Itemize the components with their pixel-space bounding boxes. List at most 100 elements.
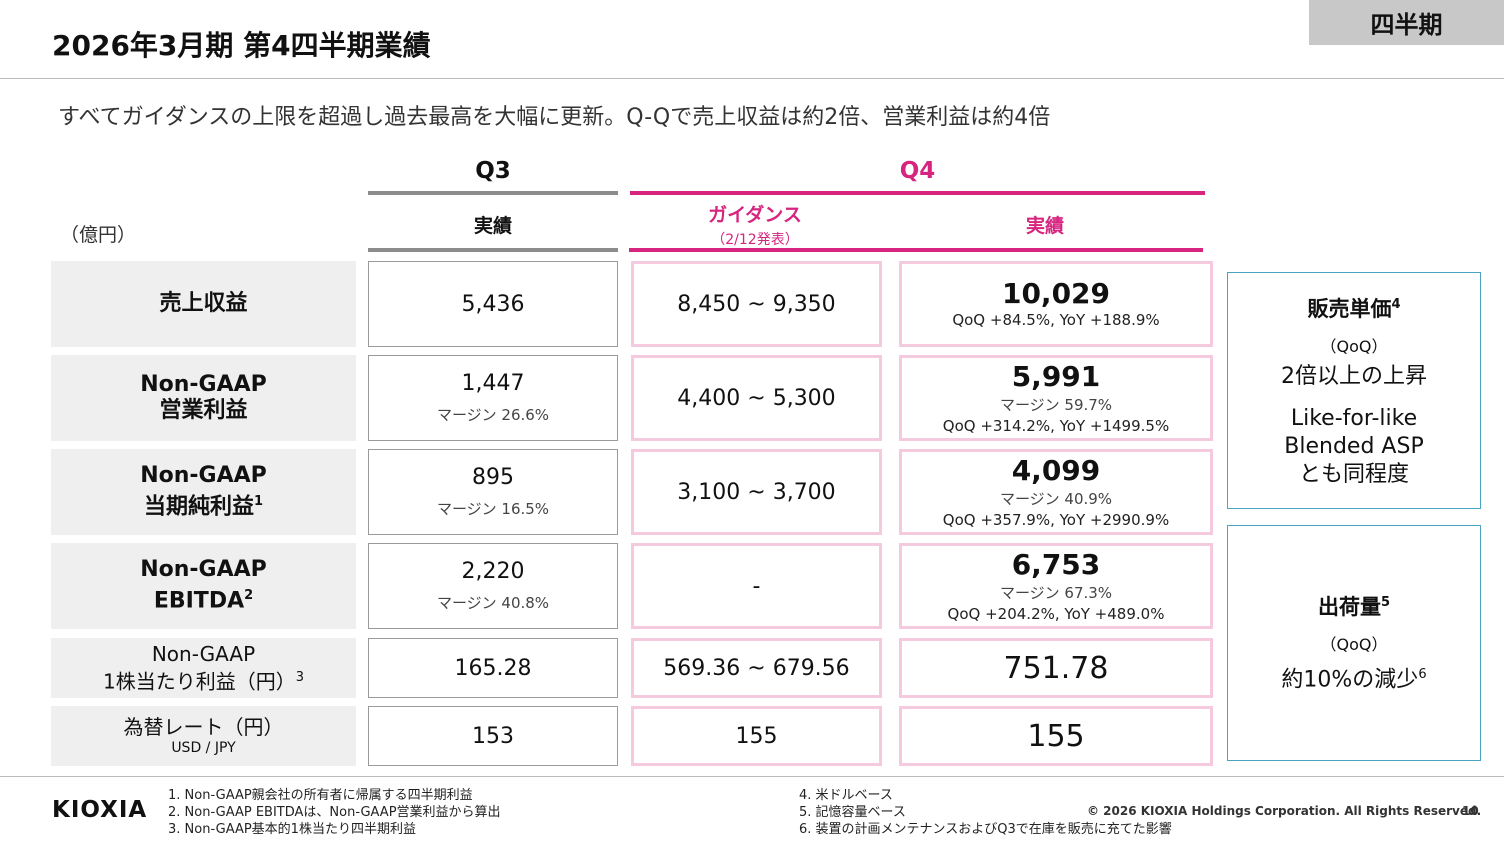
q4-header: Q4 <box>899 158 936 184</box>
row-label: Non-GAAP 営業利益 <box>51 355 356 441</box>
margin: マージン 67.3% <box>999 583 1113 602</box>
box-line: 2倍以上の上昇 <box>1281 363 1427 389</box>
guidance-cell: 155 <box>631 706 882 766</box>
text: Non-GAAP <box>140 463 267 489</box>
footnote: 5. 記憶容量ベース <box>799 805 906 820</box>
text: Non-GAAP <box>151 642 256 667</box>
q4-cell: 10,029 QoQ +84.5%, YoY +188.9% <box>899 261 1213 347</box>
q3-header: Q3 <box>475 158 511 184</box>
label-note: USD / JPY <box>171 740 236 756</box>
margin: マージン 40.8% <box>436 594 550 612</box>
label-line: Non-GAAP <box>140 372 267 398</box>
footnote-ref: 6 <box>1418 667 1427 683</box>
value: 2,220 <box>461 559 525 584</box>
box-line: 約10%の減少6 <box>1281 661 1426 694</box>
growth: QoQ +357.9%, YoY +2990.9% <box>942 510 1170 529</box>
q4-cell: 751.78 <box>899 638 1213 698</box>
footnote: 3. Non-GAAP基本的1株当たり四半期利益 <box>168 822 416 837</box>
label-line: 営業利益 <box>159 398 247 424</box>
text: 当期純利益 <box>143 494 254 520</box>
logo: KIOXIA <box>52 797 148 823</box>
value: 153 <box>472 723 514 749</box>
text: 販売単価 <box>1307 296 1392 321</box>
footer-rule <box>0 776 1504 777</box>
footnotes: 4. 米ドルベース 5. 記憶容量ベース 6. 装置の計画メンテナンスおよびQ3… <box>799 787 1172 838</box>
guidance-note: （2/12発表） <box>711 232 799 248</box>
value: 3,100 ~ 3,700 <box>677 479 836 505</box>
text: 為替レート（円） <box>123 715 284 739</box>
subtitle: すべてガイダンスの上限を超過し過去最高を大幅に更新。Q-Qで売上収益は約2倍、営… <box>58 105 1051 130</box>
value: 895 <box>472 465 514 490</box>
margin: マージン 59.7% <box>999 395 1113 414</box>
value: 4,400 ~ 5,300 <box>677 385 836 411</box>
value: 155 <box>735 723 778 749</box>
growth: QoQ +314.2%, YoY +1499.5% <box>942 416 1170 435</box>
margin: マージン 40.9% <box>999 489 1113 508</box>
footnote-ref: 4 <box>1391 296 1401 312</box>
footnote: 6. 装置の計画メンテナンスおよびQ3で在庫を販売に充てた影響 <box>799 822 1172 837</box>
q4-actual-header: 実績 <box>1025 215 1064 237</box>
header-rule <box>0 78 1504 79</box>
value: - <box>752 573 761 599</box>
text: 営業利益 <box>159 398 248 423</box>
shipment-box: 出荷量5 （QoQ） 約10%の減少6 <box>1227 525 1481 761</box>
row-label: Non-GAAP EBITDA2 <box>51 543 356 629</box>
label-line: 1株当たり利益（円）3 <box>103 666 304 694</box>
row-label: Non-GAAP 1株当たり利益（円）3 <box>51 638 356 698</box>
value: 8,450 ~ 9,350 <box>677 291 836 317</box>
value: 1,447 <box>461 371 525 396</box>
title: 2026年3月期 第4四半期業績 <box>52 29 431 62</box>
box-title: 出荷量5 <box>1318 591 1390 621</box>
q3-cell: 5,436 <box>368 261 618 347</box>
label-line: Non-GAAP <box>140 463 267 489</box>
q3-cell: 2,220 マージン 40.8% <box>368 543 618 629</box>
q3-cell: 153 <box>368 706 618 766</box>
text: Non-GAAP <box>140 372 267 397</box>
q4-cell: 6,753 マージン 67.3% QoQ +204.2%, YoY +489.0% <box>899 543 1213 629</box>
text: EBITDA <box>153 588 245 614</box>
box-line: とも同程度 <box>1298 461 1409 487</box>
copyright: © 2026 KIOXIA Holdings Corporation. All … <box>1087 804 1482 818</box>
footnote-ref: 2 <box>244 588 254 604</box>
q3-actual-header: 実績 <box>473 215 512 237</box>
guidance-cell: 3,100 ~ 3,700 <box>631 449 882 535</box>
guidance-cell: 8,450 ~ 9,350 <box>631 261 882 347</box>
guidance-cell: 569.36 ~ 679.56 <box>631 638 882 698</box>
guidance-cell: 4,400 ~ 5,300 <box>631 355 882 441</box>
text: Non-GAAP <box>140 557 267 583</box>
footnote-ref: 5 <box>1380 595 1391 611</box>
growth: QoQ +204.2%, YoY +489.0% <box>947 604 1165 623</box>
margin: マージン 16.5% <box>436 500 550 518</box>
row-label: 売上収益 <box>51 261 356 347</box>
footnotes: 1. Non-GAAP親会社の所有者に帰属する四半期利益 2. Non-GAAP… <box>168 787 501 838</box>
q4-cell: 155 <box>899 706 1213 766</box>
growth: QoQ +84.5%, YoY +188.9% <box>952 311 1160 329</box>
footnote: 4. 米ドルベース <box>799 788 893 803</box>
asp-box: 販売単価4 （QoQ） 2倍以上の上昇 Like-for-like Blende… <box>1227 272 1481 509</box>
value: 10,029 <box>1001 277 1111 310</box>
value: 751.78 <box>1003 650 1109 686</box>
guidance-header: ガイダンス <box>708 204 802 226</box>
value: 6,753 <box>1011 547 1101 581</box>
box-title: 販売単価4 <box>1307 293 1400 323</box>
guidance-cell: - <box>631 543 882 629</box>
q4-cell: 4,099 マージン 40.9% QoQ +357.9%, YoY +2990.9% <box>899 449 1213 535</box>
value: 5,991 <box>1011 359 1101 393</box>
box-sub: （QoQ） <box>1320 336 1388 356</box>
footnote: 1. Non-GAAP親会社の所有者に帰属する四半期利益 <box>168 788 473 803</box>
label-line: 当期純利益1 <box>144 489 263 520</box>
q4-bar <box>630 191 1205 195</box>
value: 569.36 ~ 679.56 <box>663 655 850 681</box>
q3-bar <box>368 248 618 252</box>
q3-cell: 895 マージン 16.5% <box>368 449 618 535</box>
text: 出荷量 <box>1317 595 1381 620</box>
box-line: Like-for-like <box>1290 405 1418 431</box>
margin: マージン 26.6% <box>436 406 550 424</box>
value: 165.28 <box>454 655 532 681</box>
label-line: 為替レート（円） <box>124 715 284 739</box>
label-line: Non-GAAP <box>152 642 255 666</box>
value: 155 <box>1027 718 1085 754</box>
footnote: 2. Non-GAAP EBITDAは、Non-GAAP営業利益から算出 <box>168 805 501 820</box>
footnote-ref: 1 <box>253 494 264 510</box>
